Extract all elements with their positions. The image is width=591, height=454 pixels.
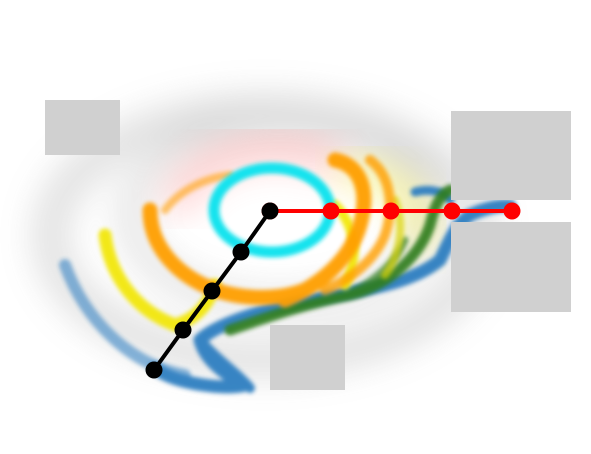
black-chain-joint-4 <box>174 321 192 339</box>
red-chain-joint-2 <box>322 202 340 220</box>
black-chain-joint-1 <box>261 202 279 220</box>
black-chain-joint-3 <box>203 282 221 300</box>
black-chain-joint-5 <box>145 361 163 379</box>
red-chain-joint-3 <box>382 202 400 220</box>
placeholder-box-right-upper <box>451 111 571 200</box>
placeholder-box-bottom <box>270 325 345 390</box>
black-chain <box>145 202 279 379</box>
red-chain-joint-4 <box>443 202 461 220</box>
red-chain-joint-5 <box>503 202 521 220</box>
placeholder-box-right-lower <box>451 222 571 312</box>
black-chain-joint-2 <box>232 243 250 261</box>
placeholder-box-top-left <box>45 100 120 155</box>
